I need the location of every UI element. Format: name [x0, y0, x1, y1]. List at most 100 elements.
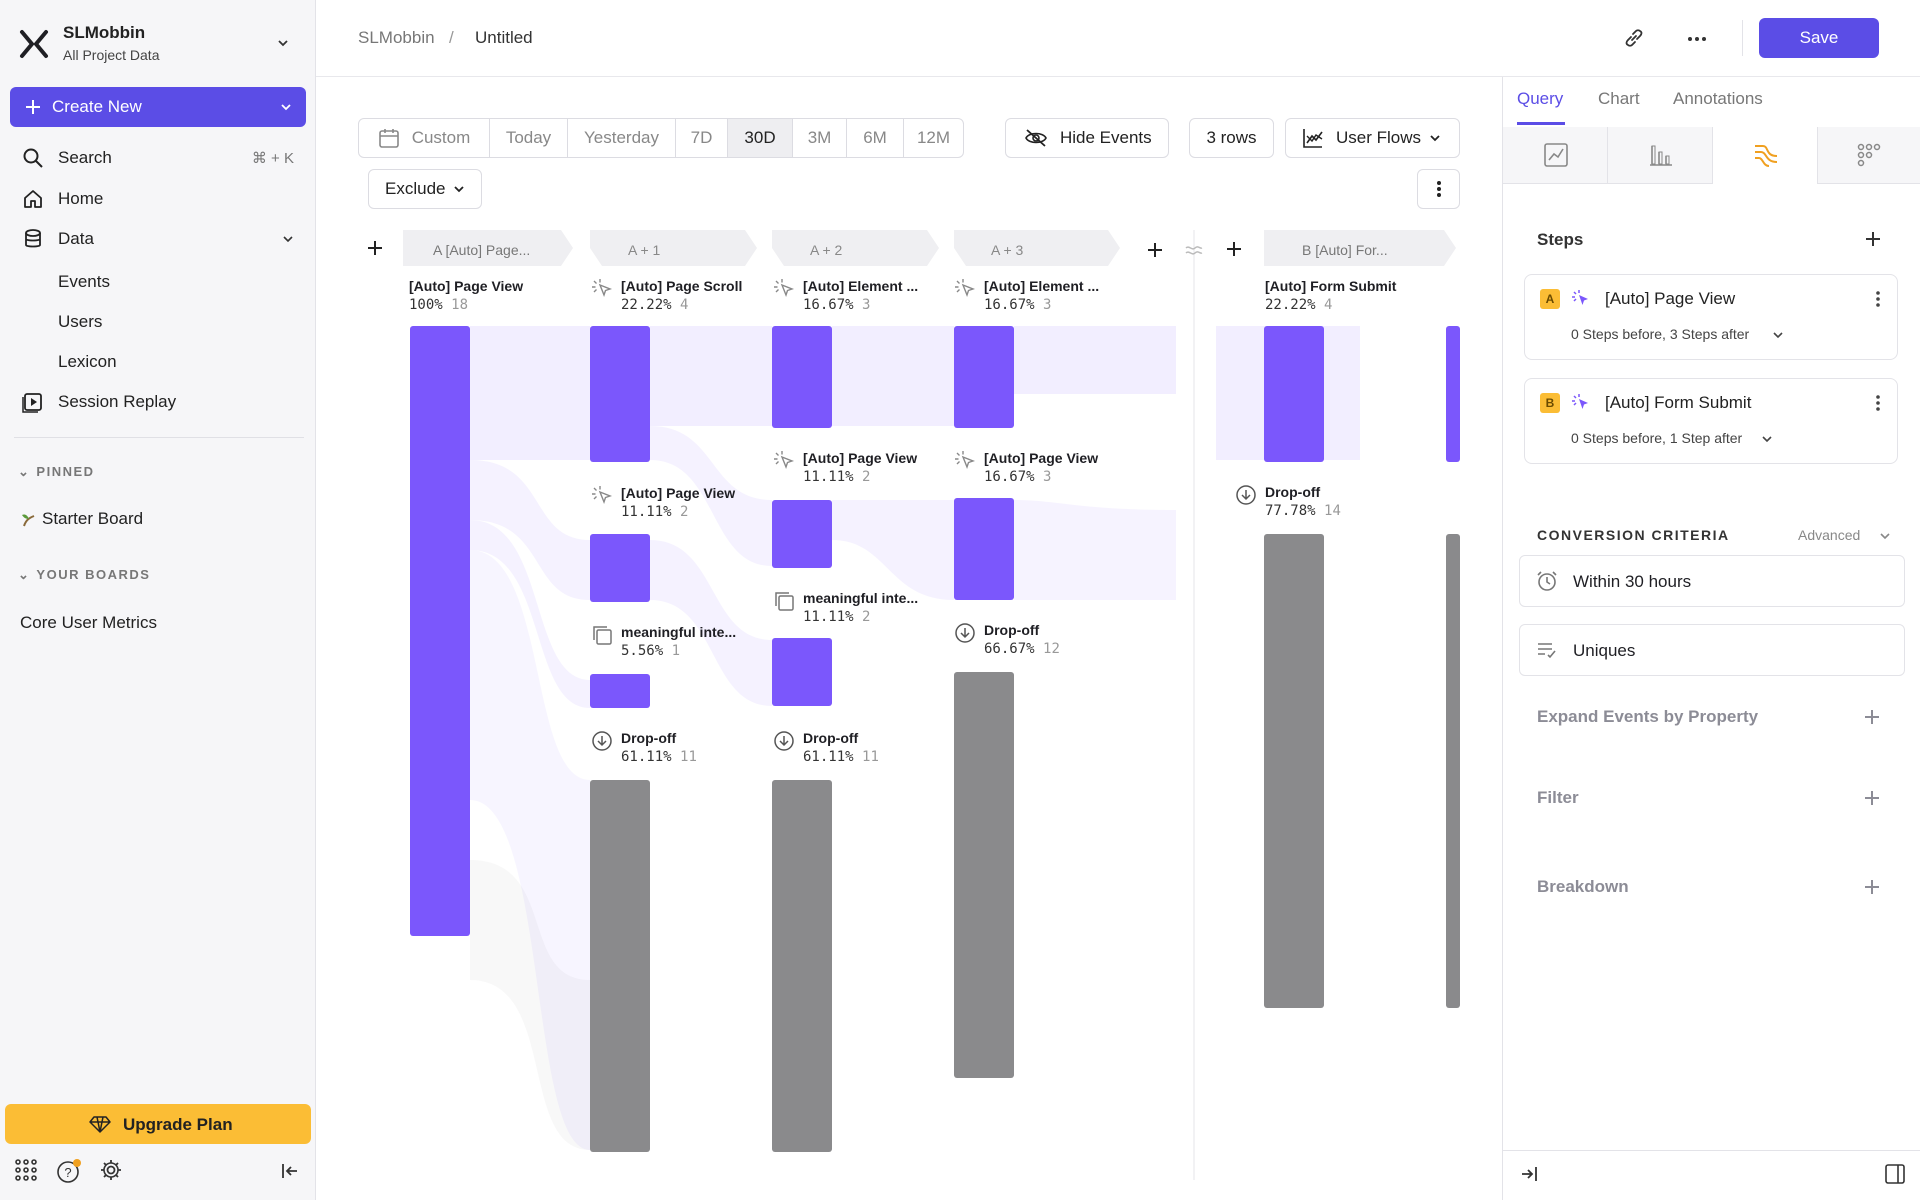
- tab-chart[interactable]: Chart: [1598, 89, 1640, 108]
- view-insights[interactable]: [1503, 127, 1608, 184]
- date-range-yesterday[interactable]: Yesterday: [568, 119, 676, 157]
- column-header-b[interactable]: B [Auto] For...: [1302, 242, 1388, 258]
- hide-events-label: Hide Events: [1060, 128, 1152, 147]
- exclude-button[interactable]: Exclude: [368, 169, 482, 209]
- add-expand-property-icon[interactable]: [1863, 708, 1881, 726]
- column-header-a[interactable]: A [Auto] Page...: [433, 242, 531, 258]
- line-chart-icon: [1543, 142, 1569, 168]
- copy-link-icon[interactable]: [1623, 27, 1645, 49]
- flow-node-bar[interactable]: [590, 326, 650, 462]
- breadcrumb-project[interactable]: SLMobbin: [358, 28, 435, 47]
- filter-label[interactable]: Filter: [1537, 788, 1579, 807]
- view-funnels[interactable]: [1608, 127, 1713, 184]
- flow-node-label[interactable]: [Auto] Page View: [621, 485, 736, 501]
- sidebar-item-users[interactable]: Users: [0, 303, 316, 341]
- date-range-custom[interactable]: Custom: [359, 119, 490, 157]
- flow-node-bar[interactable]: [772, 500, 832, 568]
- settings-gear-icon[interactable]: [99, 1158, 123, 1182]
- dropoff-bar[interactable]: [1264, 534, 1324, 1008]
- sidebar-item-data[interactable]: Data: [0, 220, 316, 258]
- view-retention[interactable]: [1818, 127, 1920, 184]
- date-range-6m[interactable]: 6M: [847, 119, 904, 157]
- date-range-7d[interactable]: 7D: [676, 119, 728, 157]
- add-filter-icon[interactable]: [1863, 789, 1881, 807]
- add-breakdown-icon[interactable]: [1863, 878, 1881, 896]
- sidebar-item-home[interactable]: Home: [0, 180, 316, 218]
- hide-events-button[interactable]: Hide Events: [1005, 118, 1169, 158]
- create-new-button[interactable]: Create New: [10, 87, 306, 127]
- advanced-toggle[interactable]: Advanced: [1798, 527, 1861, 543]
- flow-node-bar[interactable]: [410, 326, 470, 936]
- flow-node-bar[interactable]: [954, 326, 1014, 428]
- counting-method-selector[interactable]: Uniques: [1519, 624, 1905, 676]
- flow-node-bar[interactable]: [772, 638, 832, 706]
- dropoff-bar[interactable]: [1446, 534, 1460, 1008]
- flow-node-label[interactable]: [Auto] Page View: [803, 450, 918, 466]
- flow-node-label[interactable]: [Auto] Page View: [409, 278, 524, 294]
- flow-node-label[interactable]: Drop-off: [621, 730, 677, 746]
- upgrade-plan-button[interactable]: Upgrade Plan: [5, 1104, 311, 1144]
- collapse-panel-icon[interactable]: [1519, 1164, 1539, 1184]
- step-menu-icon[interactable]: [1875, 393, 1881, 413]
- view-flows[interactable]: [1713, 127, 1818, 184]
- step-detail-b[interactable]: 0 Steps before, 1 Step after: [1571, 430, 1743, 446]
- flow-node-label[interactable]: Drop-off: [803, 730, 859, 746]
- flow-node-label[interactable]: [Auto] Element ...: [984, 278, 1100, 294]
- expand-events-label[interactable]: Expand Events by Property: [1537, 707, 1759, 726]
- rows-selector[interactable]: 3 rows: [1189, 118, 1274, 158]
- dropoff-bar[interactable]: [954, 672, 1014, 1078]
- flow-node-bar[interactable]: [772, 326, 832, 428]
- sidebar-item-events[interactable]: Events: [0, 263, 316, 301]
- add-step-b-before-icon[interactable]: [1225, 240, 1243, 258]
- flow-node-bar[interactable]: [1264, 326, 1324, 462]
- board-item-core-user-metrics[interactable]: Core User Metrics: [0, 604, 316, 642]
- flow-node-bar[interactable]: [954, 498, 1014, 600]
- flow-node-label[interactable]: [Auto] Form Submit: [1265, 278, 1397, 294]
- tab-annotations[interactable]: Annotations: [1673, 89, 1763, 108]
- step-card-b[interactable]: B [Auto] Form Submit 0 Steps before, 1 S…: [1524, 378, 1898, 464]
- flow-node-label[interactable]: meaningful inte...: [621, 624, 737, 640]
- pinned-item-starter-board[interactable]: Starter Board: [0, 500, 316, 538]
- flow-node-stats: 5.56% 1: [621, 643, 680, 659]
- conversion-window-selector[interactable]: Within 30 hours: [1519, 555, 1905, 607]
- chart-type-selector[interactable]: User Flows: [1285, 118, 1460, 158]
- sidebar-item-lexicon[interactable]: Lexicon: [0, 343, 316, 381]
- breadcrumb-page-title[interactable]: Untitled: [475, 28, 533, 47]
- pinned-section-toggle[interactable]: ⌄ PINNED: [18, 464, 95, 480]
- flow-node-bar[interactable]: [1446, 326, 1460, 462]
- tab-query[interactable]: Query: [1517, 89, 1564, 108]
- add-step-after-icon[interactable]: [1146, 241, 1164, 259]
- breakdown-label[interactable]: Breakdown: [1537, 877, 1629, 896]
- apps-grid-icon[interactable]: [14, 1158, 38, 1182]
- dropoff-bar[interactable]: [590, 780, 650, 1152]
- date-range-today[interactable]: Today: [490, 119, 568, 157]
- add-step-before-icon[interactable]: [366, 239, 384, 257]
- workspace-switcher[interactable]: SLMobbin All Project Data: [18, 20, 298, 68]
- chart-menu-button[interactable]: [1417, 169, 1460, 209]
- date-range-12m[interactable]: 12M: [916, 128, 951, 147]
- collapse-sidebar-icon[interactable]: [280, 1161, 300, 1181]
- step-card-a[interactable]: A [Auto] Page View 0 Steps before, 3 Ste…: [1524, 274, 1898, 360]
- flow-node-bar[interactable]: [590, 534, 650, 602]
- dropoff-bar[interactable]: [772, 780, 832, 1152]
- sidebar-item-session-replay[interactable]: Session Replay: [0, 383, 316, 421]
- date-range-30d[interactable]: 30D: [728, 119, 793, 157]
- panel-layout-icon[interactable]: [1884, 1163, 1906, 1185]
- flow-node-label[interactable]: Drop-off: [984, 622, 1040, 638]
- flow-node-label[interactable]: [Auto] Page View: [984, 450, 1099, 466]
- date-range-3m[interactable]: 3M: [793, 119, 847, 157]
- more-options-icon[interactable]: [1686, 28, 1708, 50]
- help-icon[interactable]: ?: [56, 1158, 82, 1184]
- save-button[interactable]: Save: [1759, 18, 1879, 58]
- step-detail-a[interactable]: 0 Steps before, 3 Steps after: [1571, 326, 1750, 342]
- flow-node-bar[interactable]: [590, 674, 650, 708]
- step-menu-icon[interactable]: [1875, 289, 1881, 309]
- sidebar-item-search[interactable]: Search ⌘ + K: [0, 139, 316, 177]
- flow-node-label[interactable]: meaningful inte...: [803, 590, 919, 606]
- add-step-icon[interactable]: [1864, 230, 1882, 248]
- column-header-a1: A + 1: [628, 242, 661, 258]
- flow-node-label[interactable]: [Auto] Page Scroll: [621, 278, 743, 294]
- boards-section-toggle[interactable]: ⌄ YOUR BOARDS: [18, 567, 150, 583]
- flow-node-label[interactable]: [Auto] Element ...: [803, 278, 919, 294]
- flow-node-label[interactable]: Drop-off: [1265, 484, 1321, 500]
